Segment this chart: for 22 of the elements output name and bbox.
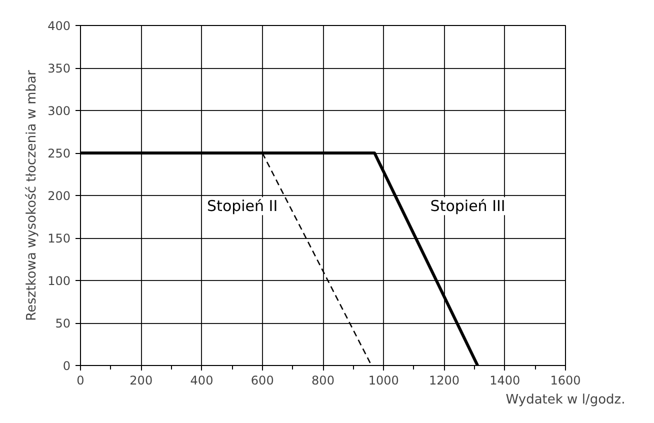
x-tick-label: 1400 xyxy=(490,374,520,388)
series-label: Stopień III xyxy=(430,197,506,216)
y-tick-label: 300 xyxy=(48,104,70,118)
y-tick-label: 200 xyxy=(48,189,70,203)
y-tick-label: 400 xyxy=(48,19,70,33)
y-tick-label: 150 xyxy=(48,232,70,246)
y-axis-title: Resztkowa wysokość tłoczenia w mbar xyxy=(24,70,40,321)
x-axis-title: Wydatek w l/godz. xyxy=(506,392,626,408)
y-tick-label: 350 xyxy=(48,62,70,76)
x-tick-label: 1200 xyxy=(428,374,460,388)
y-tick-label: 0 xyxy=(62,359,71,373)
y-tick-label: 50 xyxy=(55,316,71,330)
x-tick-label: 1000 xyxy=(368,374,399,388)
series-label: Stopień II xyxy=(207,197,278,216)
x-tick-label: 1600 xyxy=(550,374,581,388)
x-tick-label: 200 xyxy=(130,374,153,388)
x-tick-label: 600 xyxy=(250,374,274,388)
y-tick-label: 250 xyxy=(48,146,70,160)
x-tick-label: 800 xyxy=(312,374,334,388)
y-tick-label: 100 xyxy=(48,274,70,288)
x-tick-label: 400 xyxy=(190,374,214,388)
x-tick-label: 0 xyxy=(76,374,84,388)
